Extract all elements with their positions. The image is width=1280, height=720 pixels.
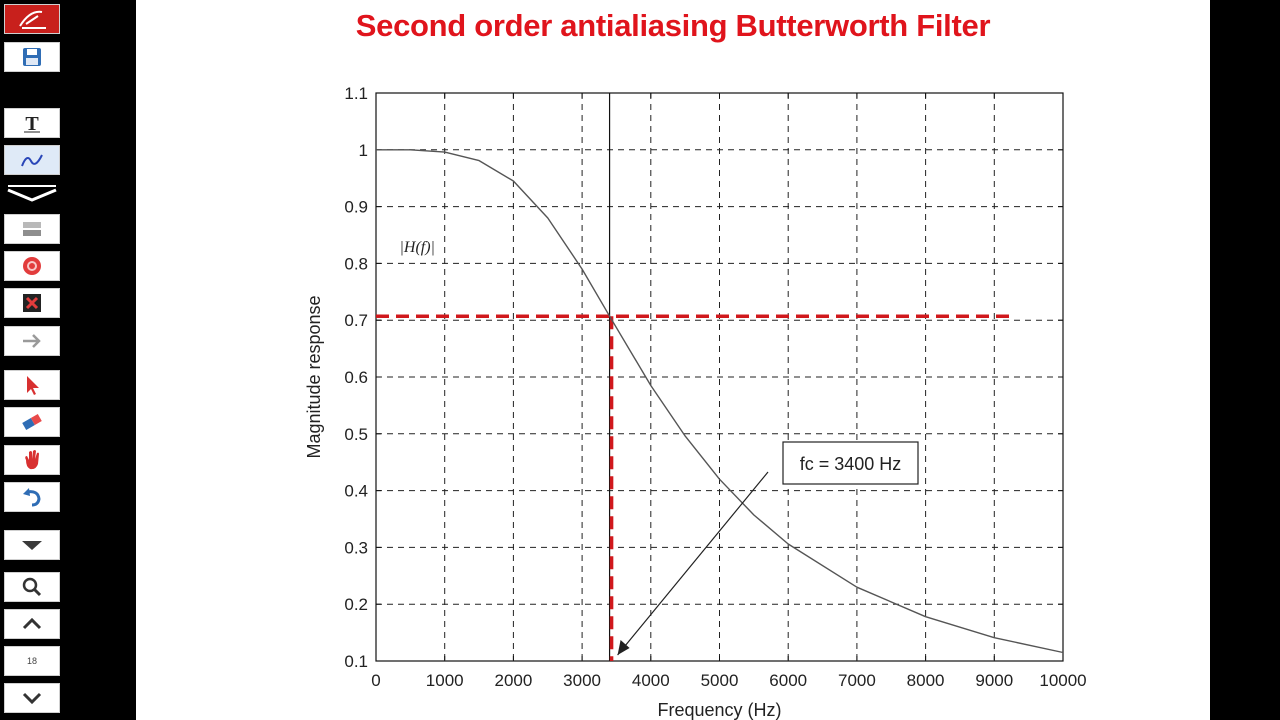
pen-logo-icon [12,6,52,32]
x-tick-label: 10000 [1039,671,1086,690]
x-tick-label: 5000 [701,671,739,690]
dropdown-button[interactable] [4,530,60,560]
fc-annotation-arrow [617,471,769,656]
curve-label: |H(f)| [399,239,434,256]
text-t-icon: T [21,112,43,134]
y-tick-label: 0.9 [344,198,368,217]
slide: Second order antialiasing Butterworth Fi… [136,0,1210,720]
app-logo-button[interactable] [4,4,60,34]
page-down-button[interactable] [4,683,60,713]
y-tick-label: 0.2 [344,595,368,614]
y-tick-label: 0.6 [344,368,368,387]
next-arrow-button[interactable] [4,326,60,356]
chevron-down-icon [20,690,44,706]
x-tick-label: 0 [371,671,380,690]
x-tick-label: 1000 [426,671,464,690]
record-button[interactable] [4,251,60,281]
caret-down-icon [19,537,45,553]
y-tick-label: 0.7 [344,311,368,330]
annotation-toolbar: T 18 [0,0,66,720]
page-up-button[interactable] [4,609,60,639]
y-tick-label: 0.5 [344,425,368,444]
y-tick-label: 0.1 [344,652,368,671]
magnitude-response-chart: 0 1000 2000 3000 4000 5000 6000 7000 8000 9000 100… [304,84,1087,720]
fc-annotation-label: fc = 3400 Hz [800,454,902,474]
chevron-collapse-icon [4,182,60,212]
arrow-right-icon [20,331,44,351]
save-button[interactable] [4,42,60,72]
fc-arrowhead [617,640,630,655]
x-tick-label: 4000 [632,671,670,690]
zoom-button[interactable] [4,572,60,602]
hand-icon [20,448,44,472]
highlighter-icon [20,218,44,240]
y-tick-label: 0.8 [344,254,368,273]
text-tool-button[interactable]: T [4,108,60,138]
x-tick-label: 7000 [838,671,876,690]
x-tick-label: 9000 [975,671,1013,690]
eraser-button[interactable] [4,407,60,437]
chevron-up-icon [20,616,44,632]
page-number-box[interactable]: 18 [4,646,60,676]
floppy-disk-icon [21,46,43,68]
freehand-pen-icon [19,149,45,171]
collapse-button[interactable] [4,182,60,212]
magnifier-icon [21,576,43,598]
y-tick-label: 1 [359,141,368,160]
cursor-pointer-icon [21,373,43,397]
x-tick-label: 6000 [769,671,807,690]
y-tick-label: 0.4 [344,482,368,501]
page-number: 18 [26,656,37,666]
pointer-button[interactable] [4,370,60,400]
eraser-icon [19,411,45,433]
undo-button[interactable] [4,482,60,512]
highlighter-button[interactable] [4,214,60,244]
slide-title: Second order antialiasing Butterworth Fi… [355,8,991,43]
y-tick-label: 1.1 [344,84,368,103]
record-circle-icon [20,254,44,278]
close-x-icon [21,292,43,314]
series-line [376,149,1064,654]
x-tick-label: 3000 [563,671,601,690]
pen-tool-button[interactable] [4,145,60,175]
y-axis-label: Magnitude response [304,295,324,458]
x-tick-label: 2000 [494,671,532,690]
fc-annotation-box [782,441,919,485]
hand-button[interactable] [4,445,60,475]
clear-button[interactable] [4,288,60,318]
svg-text:T: T [25,113,39,134]
y-tick-label: 0.3 [344,538,368,557]
x-axis-label: Frequency (Hz) [657,700,781,720]
undo-icon [20,486,44,508]
right-margin [1210,0,1280,720]
x-tick-label: 8000 [907,671,945,690]
